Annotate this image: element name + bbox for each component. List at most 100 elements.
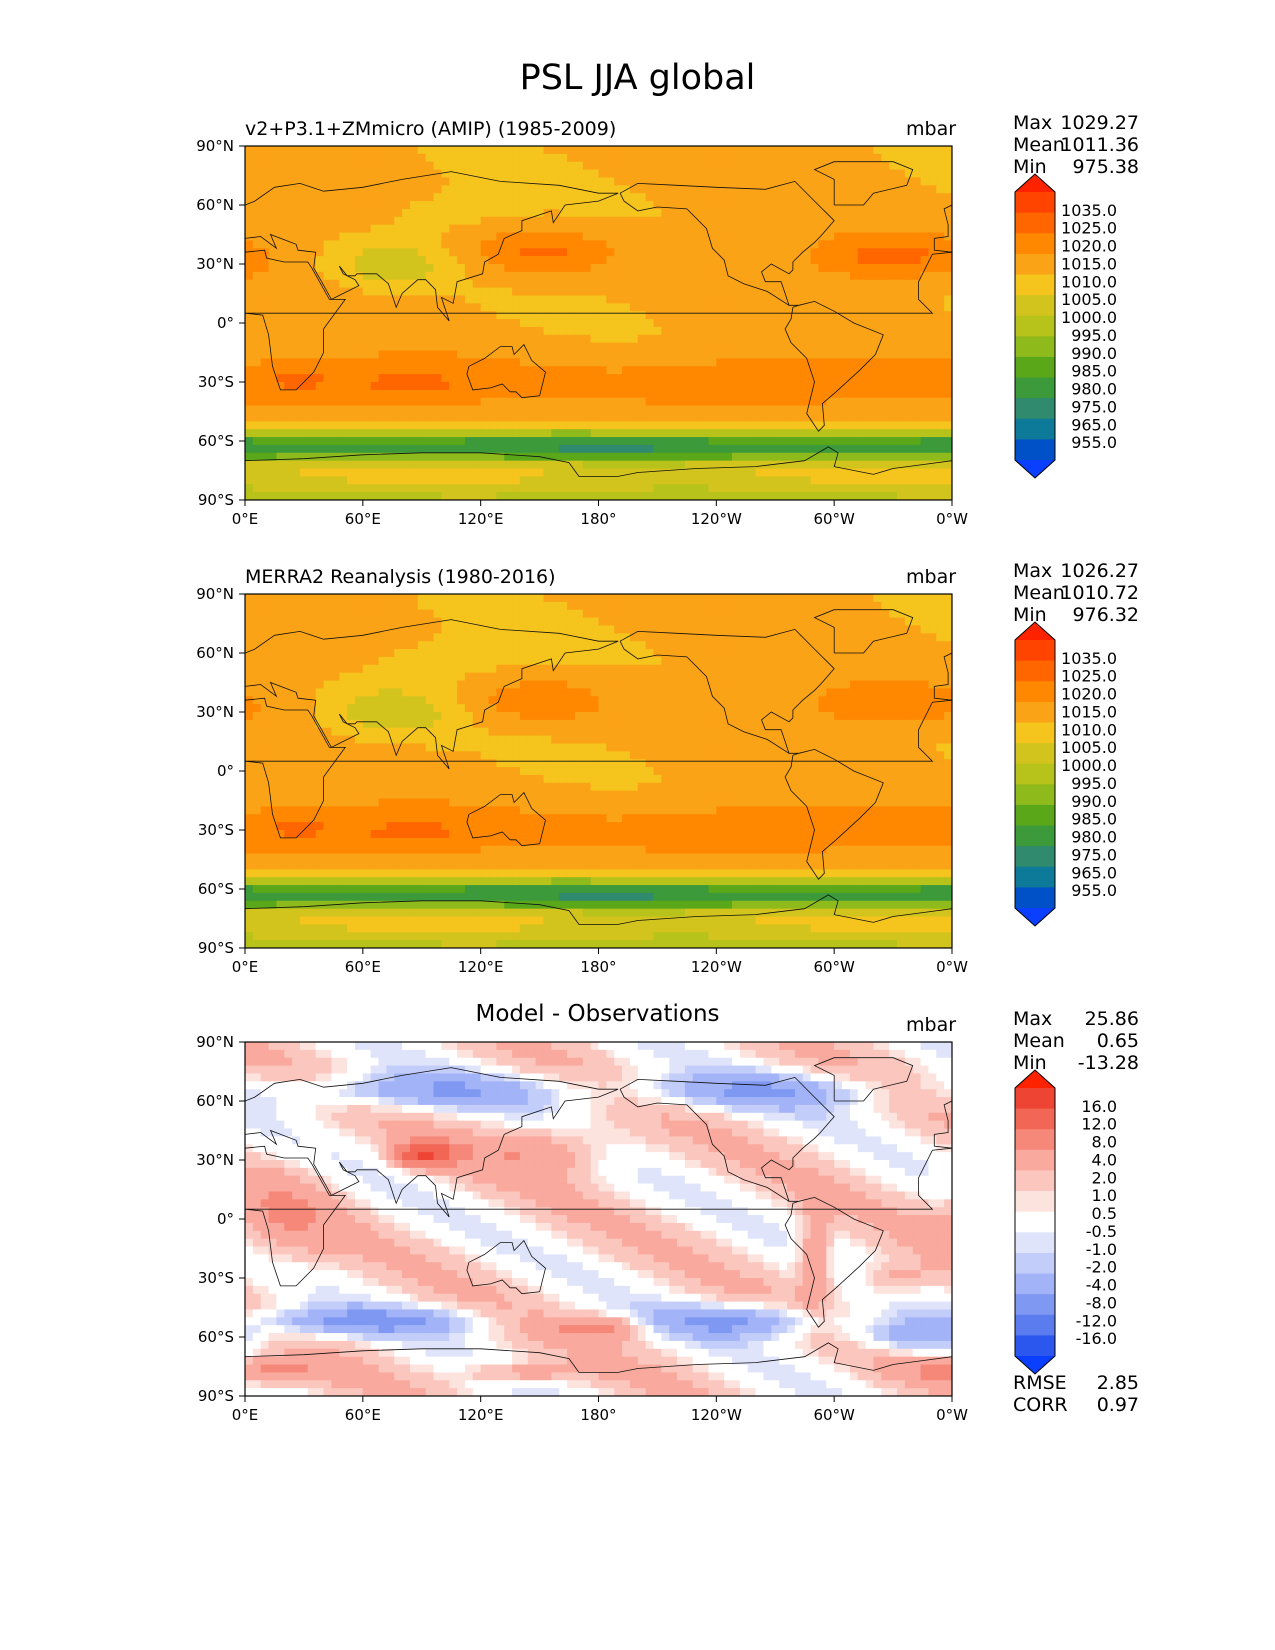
x-tick-label: 120°W xyxy=(691,1406,742,1424)
y-tick-label: 0° xyxy=(217,762,234,780)
x-tick-label: 120°E xyxy=(458,510,504,528)
x-tick-label: 180° xyxy=(580,510,616,528)
colorbar-outline xyxy=(1014,1069,1056,1375)
stat-max: Max 1029.27 xyxy=(1013,112,1139,134)
colorbar-segment xyxy=(1015,825,1055,847)
y-tick-label: 60°N xyxy=(196,196,234,214)
y-tick-label: 30°S xyxy=(198,373,234,391)
colorbar-segment xyxy=(1015,377,1055,399)
colorbar-outline xyxy=(1014,173,1056,479)
colorbar-tick-label: -12.0 xyxy=(1076,1311,1117,1330)
colorbar-tick-label: 1015.0 xyxy=(1061,254,1117,273)
stat-label: Mean xyxy=(1013,134,1065,156)
colorbar-extend-top xyxy=(1015,1070,1055,1088)
coastline-path xyxy=(245,619,619,770)
colorbar-segment xyxy=(1015,640,1055,662)
colorbar-tick-label: 995.0 xyxy=(1071,326,1117,345)
colorbar-segment xyxy=(1015,1149,1055,1171)
colorbar-segment xyxy=(1015,1108,1055,1130)
colorbar-segment xyxy=(1015,1294,1055,1316)
colorbar-segment xyxy=(1015,1314,1055,1336)
figure-title: PSL JJA global xyxy=(519,58,756,98)
y-tick-label: 90°N xyxy=(196,585,234,603)
x-tick-label: 180° xyxy=(580,958,616,976)
colorbar-tick-label: 1000.0 xyxy=(1061,756,1117,775)
colorbar-tick-label: 1015.0 xyxy=(1061,702,1117,721)
colorbar-segment xyxy=(1015,1191,1055,1213)
colorbar-segment xyxy=(1015,784,1055,806)
coastlines xyxy=(245,1057,952,1373)
coastline-path xyxy=(466,1239,546,1295)
coastline-path xyxy=(466,343,546,399)
coastline-path xyxy=(245,894,952,925)
stat-rmse: RMSE 2.85 xyxy=(1013,1372,1139,1394)
colorbar-segment xyxy=(1015,233,1055,255)
colorbar-tick-label: 990.0 xyxy=(1071,344,1117,363)
coastlines xyxy=(245,609,952,925)
map-panel-1: v2+P3.1+ZMmicro (AMIP) (1985-2009) mbar Ma… xyxy=(0,112,1275,532)
colorbar-extend-bottom xyxy=(1015,908,1055,926)
stat-value: 976.32 xyxy=(1072,604,1139,626)
x-tick-label: 60°W xyxy=(813,510,855,528)
colorbar-tick-label: -4.0 xyxy=(1086,1276,1117,1295)
colorbar-tick-label: 980.0 xyxy=(1071,828,1117,847)
y-tick-label: 60°N xyxy=(196,1092,234,1110)
colorbar-segment xyxy=(1015,1335,1055,1357)
map-chart-svg: 0°E 60°E 120°E 180° 120°W 60°W 0°W 90°N 60°N 30°N… xyxy=(196,1033,1117,1424)
colorbar-segment xyxy=(1015,804,1055,827)
stat-min: Min 976.32 xyxy=(1013,604,1139,626)
stat-value: 1010.72 xyxy=(1060,582,1139,604)
stat-label: Max xyxy=(1013,1008,1053,1030)
colorbar-tick-label: -0.5 xyxy=(1086,1222,1117,1241)
colorbar-segment xyxy=(1015,315,1055,337)
coastline-path xyxy=(933,652,952,701)
y-tick-label: 90°N xyxy=(196,1033,234,1051)
colorbar-tick-label: 955.0 xyxy=(1071,433,1117,452)
stat-label: Max xyxy=(1013,112,1053,134)
colorbar: 1035.01025.01020.01015.01010.01005.01000… xyxy=(1014,173,1117,479)
colorbar-tick-label: 995.0 xyxy=(1071,774,1117,793)
stat-value: 1011.36 xyxy=(1060,134,1139,156)
x-tick-label: 120°W xyxy=(691,958,742,976)
colorbar-tick-label: 975.0 xyxy=(1071,397,1117,416)
coastline-path xyxy=(245,697,952,839)
colorbar-segment xyxy=(1015,1088,1055,1110)
x-tick-label: 60°W xyxy=(813,958,855,976)
stat-value: 0.97 xyxy=(1096,1394,1139,1416)
y-tick-label: 90°S xyxy=(198,1387,234,1405)
colorbar-segment xyxy=(1015,398,1055,420)
contour-field xyxy=(245,146,952,500)
stat-label: Min xyxy=(1013,604,1047,626)
colorbar-segment xyxy=(1015,681,1055,703)
colorbar-tick-label: 1025.0 xyxy=(1061,667,1117,686)
colorbar-tick-label: 1005.0 xyxy=(1061,738,1117,757)
stats-block: Max 1029.27 Mean 1011.36 Min 975.38 xyxy=(1013,112,1139,178)
coastline-path xyxy=(933,204,952,253)
map-chart-svg: 0°E 60°E 120°E 180° 120°W 60°W 0°W 90°N 60°N 30°N… xyxy=(196,585,1117,976)
y-tick-label: 0° xyxy=(217,1210,234,1228)
map-title: v2+P3.1+ZMmicro (AMIP) (1985-2009) xyxy=(245,118,617,140)
y-tick-label: 30°N xyxy=(196,703,234,721)
colorbar-tick-label: 975.0 xyxy=(1071,845,1117,864)
colorbar-tick-label: 1010.0 xyxy=(1061,720,1117,739)
colorbar-segment xyxy=(1015,763,1055,785)
units-label: mbar xyxy=(906,1014,957,1036)
stats-block: Max 1026.27 Mean 1010.72 Min 976.32 xyxy=(1013,560,1139,626)
colorbar-tick-label: 1005.0 xyxy=(1061,290,1117,309)
colorbar-outline xyxy=(1014,621,1056,927)
colorbar-segment xyxy=(1015,253,1055,275)
colorbar-tick-label: 1025.0 xyxy=(1061,219,1117,238)
y-tick-label: 30°N xyxy=(196,255,234,273)
colorbar-tick-label: 965.0 xyxy=(1071,415,1117,434)
coastline-path xyxy=(245,171,619,322)
colorbar-segment xyxy=(1015,1252,1055,1275)
colorbar-tick-label: 955.0 xyxy=(1071,881,1117,900)
stat-mean: Mean 0.65 xyxy=(1013,1030,1139,1052)
coastline-path xyxy=(813,609,914,654)
colorbar-segment xyxy=(1015,295,1055,317)
y-tick-label: 90°S xyxy=(198,939,234,957)
colorbar-tick-label: 1.0 xyxy=(1092,1186,1117,1205)
coastline-path xyxy=(619,1089,790,1202)
map-title: Model - Observations xyxy=(475,1001,720,1027)
contour-field xyxy=(245,1042,952,1396)
